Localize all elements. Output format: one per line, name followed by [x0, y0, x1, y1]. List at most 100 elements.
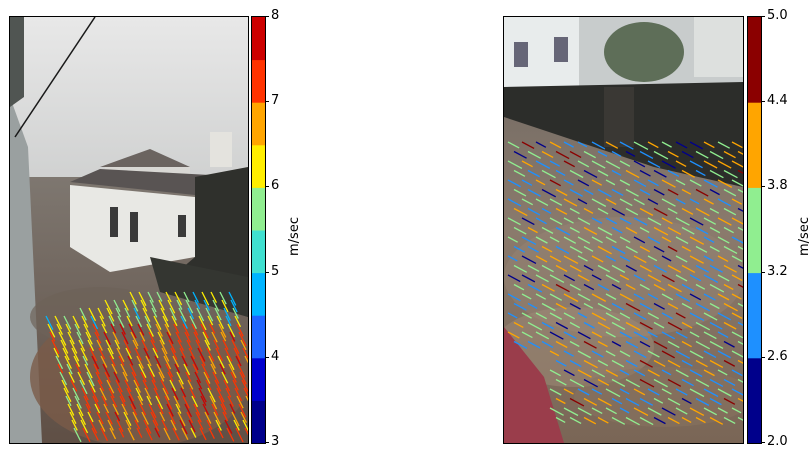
velocity-vector	[681, 283, 695, 292]
velocity-vector	[647, 141, 659, 149]
velocity-vector	[225, 387, 232, 398]
velocity-vector	[155, 323, 163, 337]
velocity-vector	[245, 395, 248, 402]
velocity-vector	[737, 359, 743, 364]
velocity-vector	[633, 198, 645, 206]
velocity-vector	[639, 207, 654, 216]
velocity-vector	[605, 331, 616, 338]
velocity-vector	[569, 359, 582, 368]
velocity-vector	[723, 302, 738, 312]
velocity-vector	[92, 323, 100, 337]
velocity-vector	[633, 293, 645, 301]
velocity-vector	[190, 427, 197, 438]
velocity-vector	[549, 198, 563, 206]
velocity-vector	[737, 245, 743, 250]
velocity-vector	[88, 379, 96, 393]
velocity-vector	[717, 331, 729, 338]
velocity-vector	[73, 355, 80, 367]
velocity-vector	[123, 411, 132, 427]
left-video-frame	[9, 16, 249, 444]
velocity-vector	[189, 387, 196, 399]
velocity-vector	[172, 427, 180, 441]
velocity-vector	[155, 395, 164, 410]
velocity-vector	[549, 350, 560, 357]
velocity-vector	[513, 283, 525, 291]
velocity-vector	[647, 388, 660, 396]
velocity-vector	[183, 291, 190, 303]
velocity-vector	[163, 355, 172, 370]
velocity-vector	[681, 264, 696, 273]
velocity-vector	[507, 160, 523, 170]
left-colorbar	[251, 16, 266, 444]
velocity-vector	[583, 169, 598, 179]
velocity-vector	[63, 387, 72, 402]
velocity-vector	[689, 179, 702, 187]
velocity-vector	[89, 347, 98, 362]
velocity-vector	[146, 323, 154, 337]
velocity-vector	[675, 312, 686, 319]
velocity-vector	[633, 236, 646, 244]
velocity-vector	[569, 302, 581, 310]
velocity-vector	[175, 331, 182, 343]
velocity-vector	[49, 331, 56, 342]
velocity-vector	[117, 315, 125, 328]
velocity-vector	[169, 379, 177, 392]
velocity-vector	[667, 416, 680, 425]
velocity-vector	[737, 302, 743, 307]
velocity-vector	[204, 411, 212, 424]
velocity-vector	[661, 141, 672, 148]
velocity-vector	[611, 283, 622, 290]
velocity-vector	[121, 403, 129, 416]
velocity-vector	[717, 179, 733, 188]
velocity-vector	[619, 236, 631, 244]
velocity-vector	[703, 407, 718, 416]
velocity-vector	[653, 302, 665, 310]
velocity-vector	[192, 291, 199, 303]
velocity-vector	[723, 207, 737, 216]
velocity-vector	[171, 387, 179, 401]
velocity-vector	[220, 403, 227, 415]
velocity-vector	[653, 397, 664, 404]
velocity-vector	[569, 245, 583, 254]
velocity-vector	[605, 217, 618, 225]
velocity-vector	[79, 307, 87, 321]
velocity-vector	[183, 363, 191, 376]
velocity-vector	[159, 339, 168, 355]
velocity-vector	[116, 347, 125, 362]
right-velocity-vectors	[507, 141, 743, 426]
velocity-vector	[47, 323, 56, 338]
velocity-vector	[103, 403, 110, 414]
velocity-vector	[675, 388, 688, 396]
velocity-vector	[527, 283, 543, 293]
velocity-vector	[231, 411, 240, 427]
velocity-vector	[709, 397, 722, 406]
velocity-vector	[611, 302, 625, 311]
velocity-vector	[239, 371, 247, 385]
colorbar-tick-mark	[761, 101, 765, 102]
velocity-vector	[661, 198, 676, 207]
velocity-vector	[527, 321, 543, 331]
velocity-vector	[67, 331, 75, 345]
velocity-vector	[717, 255, 729, 262]
velocity-vector	[675, 198, 686, 205]
colorbar-tick-mark	[265, 101, 269, 102]
velocity-vector	[131, 371, 140, 387]
velocity-vector	[137, 323, 145, 336]
velocity-vector	[709, 207, 720, 214]
velocity-vector	[723, 397, 736, 405]
velocity-vector	[577, 369, 592, 378]
velocity-vector	[167, 371, 174, 382]
velocity-vector	[681, 359, 693, 367]
colorbar-band	[748, 102, 761, 188]
velocity-vector	[709, 150, 724, 160]
velocity-vector	[110, 323, 117, 334]
velocity-vector	[232, 307, 239, 319]
velocity-vector	[569, 340, 580, 348]
velocity-vector	[76, 331, 84, 345]
velocity-vector	[639, 378, 655, 388]
velocity-vector	[639, 321, 653, 330]
velocity-vector	[723, 340, 735, 348]
velocity-vector	[597, 188, 612, 198]
velocity-vector	[555, 378, 567, 386]
velocity-vector	[737, 207, 743, 212]
